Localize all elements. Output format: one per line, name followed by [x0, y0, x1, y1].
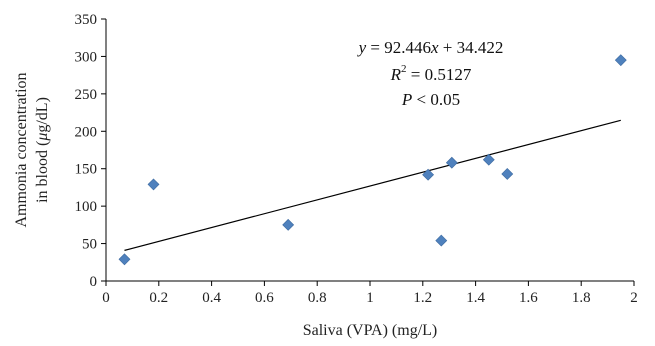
- trendline: [124, 119, 621, 251]
- y-tick-label: 250: [75, 87, 98, 103]
- r-squared-var: R: [390, 65, 402, 84]
- data-point: [147, 178, 160, 191]
- y-tick-label: 300: [75, 49, 98, 65]
- y-tick-label: 150: [75, 162, 98, 178]
- x-tick-label: 2: [630, 290, 638, 306]
- y-axis-title: Ammonia concentration in blood (μg/dL): [13, 72, 51, 227]
- equation-y-var: y: [357, 38, 367, 57]
- p-var: P: [401, 90, 412, 109]
- data-point: [482, 153, 495, 166]
- y-axis-title-prefix: in blood (: [34, 141, 51, 203]
- y-ticks: 0 50 100 150 200 250 300 350: [75, 12, 106, 290]
- y-tick-label: 350: [75, 12, 98, 28]
- data-point: [282, 218, 295, 231]
- r-squared-value: = 0.5127: [407, 65, 472, 84]
- y-tick-label: 200: [75, 124, 98, 140]
- x-axis-title: Saliva (VPA) (mg/L): [303, 322, 438, 339]
- x-tick-label: 0.4: [202, 290, 221, 306]
- equation-annotation: y = 92.446x + 34.422: [357, 38, 504, 57]
- equation-x-var: x: [430, 38, 439, 57]
- y-axis-title-line2: in blood (μg/dL): [34, 97, 51, 203]
- y-axis-title-suffix: g/dL): [34, 97, 51, 133]
- y-tick-label: 0: [90, 274, 98, 290]
- x-tick-label: 0.8: [308, 290, 327, 306]
- x-tick-label: 1.4: [466, 290, 485, 306]
- p-value-annotation: P < 0.05: [401, 90, 460, 109]
- x-tick-label: 1.8: [572, 290, 591, 306]
- data-point: [118, 253, 131, 266]
- x-tick-label: 0: [102, 290, 110, 306]
- x-tick-label: 0.2: [149, 290, 168, 306]
- r-squared-sup: 2: [401, 63, 407, 75]
- r-squared-annotation: R2 = 0.5127: [390, 63, 472, 84]
- y-tick-label: 50: [82, 237, 97, 253]
- equation-intercept: + 34.422: [439, 38, 504, 57]
- x-tick-label: 0.6: [255, 290, 274, 306]
- p-value: < 0.05: [412, 90, 460, 109]
- y-axis-title-line1: Ammonia concentration: [13, 72, 30, 227]
- y-axis-title-mu: μ: [34, 133, 51, 142]
- data-point: [501, 168, 514, 180]
- data-points: [118, 54, 627, 266]
- plot-area: 0 0.2 0.4 0.6 0.8 1 1.2 1.4 1.6 1.8 2 0 50 100 150 200…: [75, 12, 638, 306]
- data-point: [445, 156, 458, 169]
- data-point: [614, 54, 627, 67]
- data-point: [422, 168, 435, 181]
- x-tick-label: 1.2: [413, 290, 432, 306]
- x-tick-label: 1.6: [519, 290, 538, 306]
- equation-slope: = 92.446: [366, 38, 431, 57]
- x-ticks: 0 0.2 0.4 0.6 0.8 1 1.2 1.4 1.6 1.8 2: [102, 281, 638, 306]
- y-tick-label: 100: [75, 199, 98, 215]
- data-point: [435, 234, 448, 247]
- x-tick-label: 1: [366, 290, 374, 306]
